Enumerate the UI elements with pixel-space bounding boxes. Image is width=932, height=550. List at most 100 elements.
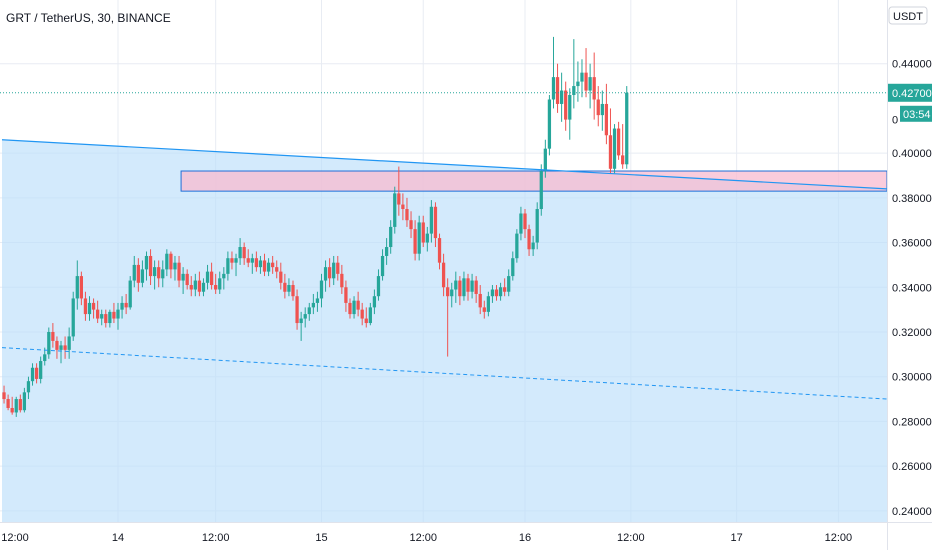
candle-body [523, 213, 527, 230]
candle-body [612, 128, 617, 169]
candle-body [262, 260, 267, 272]
candle-body [39, 361, 43, 379]
candle-body [124, 302, 128, 308]
candle-body [616, 128, 621, 156]
x-tick-label: 12:00 [825, 532, 853, 544]
candle-body [344, 287, 348, 303]
candle-body [409, 220, 413, 230]
descending-trendline [1, 139, 888, 190]
candle-body [295, 296, 299, 324]
candle-body [360, 309, 364, 319]
candle-body [79, 276, 83, 299]
countdown-label: 03:54 [903, 109, 931, 121]
candle-body [214, 285, 218, 290]
candle-body [446, 287, 450, 297]
candle-body [397, 193, 401, 205]
candle-body [425, 233, 429, 243]
candle-body [116, 309, 120, 319]
candle-body [482, 307, 486, 312]
y-tick-label: 0.26000 [892, 461, 932, 473]
x-tick-label: 12:00 [617, 532, 645, 544]
candle-body [287, 285, 291, 292]
candle-body [600, 103, 604, 116]
candle-body [572, 86, 576, 96]
candle-body [181, 273, 185, 281]
candle-body [336, 262, 340, 274]
x-tick-label: 16 [519, 532, 531, 544]
candle-body [271, 262, 275, 268]
candle-body [568, 95, 572, 120]
x-tick-label: 12:00 [409, 532, 437, 544]
candle-body [356, 300, 360, 310]
candle-body [104, 314, 108, 324]
y-tick-label: 0.40000 [892, 148, 932, 160]
candle-body [201, 282, 206, 292]
candle-body [165, 253, 169, 270]
candle-body [450, 289, 454, 297]
candle-body [18, 399, 22, 411]
price-axis[interactable]: 0.44000 0.40000 0.38000 0.36000 0.34000 0.320… [887, 0, 932, 550]
candle-body [63, 345, 67, 350]
candle-body [576, 81, 580, 87]
candlestick-series [2, 36, 629, 417]
y-tick-label: 0.44000 [892, 59, 932, 71]
candle-body [218, 278, 222, 290]
candle-body [547, 99, 552, 149]
candle-body [128, 280, 132, 308]
candle-body [437, 238, 442, 263]
candle-body [519, 213, 523, 234]
candle-body [384, 247, 389, 256]
x-tick-label: 17 [731, 532, 743, 544]
y-tick-label: 0.36000 [892, 238, 932, 250]
candle-body [169, 253, 173, 270]
candle-body [319, 280, 324, 299]
candle-body [226, 258, 230, 274]
candle-body [315, 298, 320, 303]
candle-body [531, 242, 535, 250]
candle-body [559, 90, 564, 104]
candle-body [67, 336, 71, 350]
candle-body [91, 302, 96, 310]
candle-body [120, 302, 124, 310]
candle-body [588, 77, 592, 91]
candle-body [564, 90, 568, 120]
candle-body [507, 276, 511, 292]
y-tick-label: 0.28000 [892, 416, 932, 428]
candle-body [275, 267, 279, 272]
candle-body [258, 260, 263, 268]
currency-button[interactable]: USDT [888, 6, 928, 25]
currency-button-label[interactable]: USDT [893, 11, 923, 23]
candle-body [71, 298, 75, 337]
countdown-badge[interactable] [900, 105, 932, 122]
y-tick-label: 0.38000 [892, 193, 932, 205]
candle-body [401, 204, 405, 210]
last-price-badge[interactable] [888, 83, 932, 102]
candle-body [596, 99, 600, 116]
candle-body [466, 278, 470, 292]
candle-body [2, 392, 6, 400]
y-tick-label: 0.30000 [892, 372, 932, 384]
candle-body [511, 258, 515, 277]
time-axis[interactable]: 12:00 14 12:00 15 12:00 16 12:00 17 12:00 [0, 522, 932, 545]
x-tick-label: 14 [112, 532, 124, 544]
candle-body [490, 289, 495, 297]
candle-body [303, 314, 307, 319]
candle-body [462, 278, 466, 297]
y-tick-label: 0.24000 [892, 506, 932, 518]
candle-body [604, 103, 609, 136]
candle-body [498, 287, 503, 297]
candle-body [185, 273, 189, 286]
candle-body [621, 155, 625, 165]
candle-body [51, 331, 55, 341]
candle-body [136, 264, 140, 283]
candle-body [608, 135, 613, 169]
candle-body [55, 340, 59, 350]
candle-body [539, 171, 543, 210]
candle-body [405, 209, 409, 221]
candle-body [368, 307, 372, 324]
candle-body [433, 206, 438, 239]
x-tick-label: 12:00 [202, 532, 230, 544]
last-price-label: 0.42700 [892, 88, 932, 100]
candle-body [34, 367, 39, 379]
